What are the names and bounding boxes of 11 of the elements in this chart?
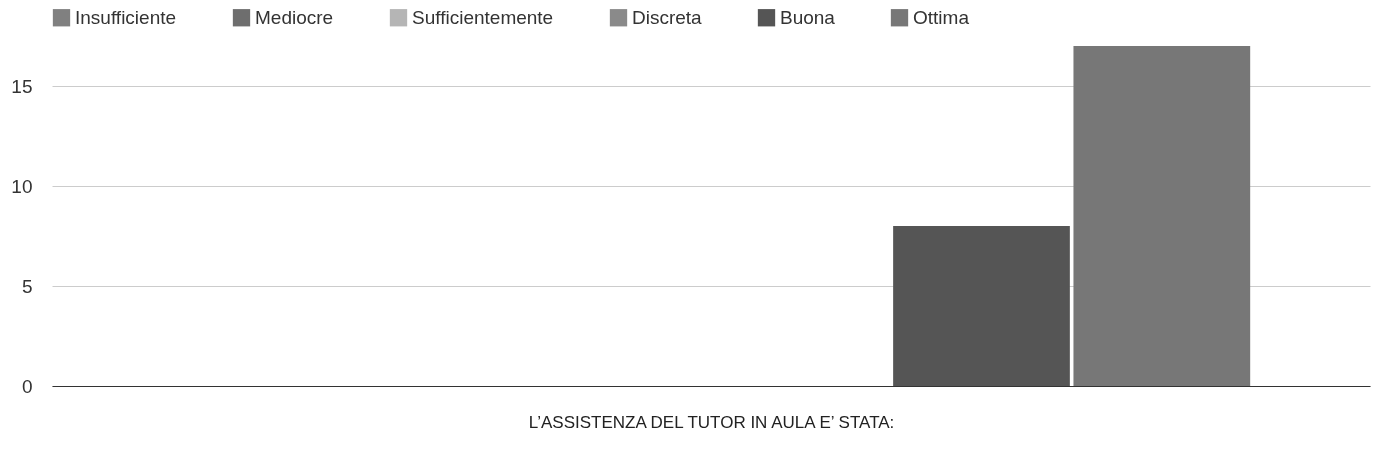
legend-label: Ottima — [913, 6, 970, 28]
legend-label: Sufficientemente — [412, 6, 554, 28]
legend-label: Buona — [780, 6, 836, 28]
x-axis-title: L’ASSISTENZA DEL TUTOR IN AULA E’ STATA: — [528, 412, 895, 432]
y-tick-label: 15 — [11, 75, 33, 97]
legend-label: Mediocre — [255, 6, 334, 28]
legend-label: Discreta — [632, 6, 703, 28]
y-tick-label: 0 — [21, 375, 33, 397]
y-tick-label: 5 — [21, 275, 33, 297]
y-tick-label: 10 — [11, 175, 33, 197]
legend-label: Insufficiente — [75, 6, 177, 28]
